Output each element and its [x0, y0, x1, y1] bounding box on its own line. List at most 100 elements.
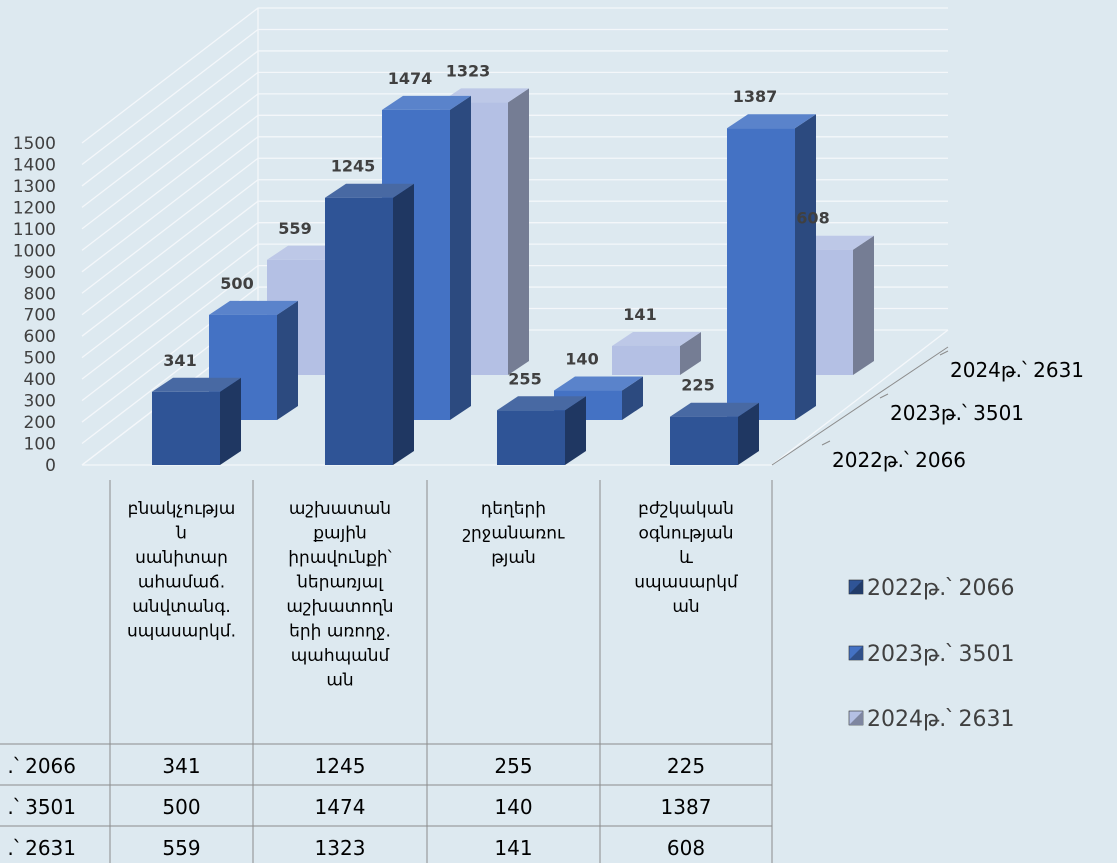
depth-axis-label: 2022թ.՝ 2066 [832, 448, 966, 472]
y-tick-label: 1100 [13, 220, 56, 240]
category-label: սպասարկմ [634, 573, 738, 593]
category-label: ն [175, 524, 187, 544]
table-cell: 500 [162, 795, 200, 819]
bar-top [554, 376, 643, 391]
table-cell: 140 [494, 795, 532, 819]
legend-label: 2022թ.՝ 2066 [867, 576, 1014, 601]
depth-tick [879, 393, 889, 399]
category-label: իրավունքի՝ [288, 548, 391, 568]
bar-side [393, 183, 414, 466]
table-row-label: ․՝ 3501 [7, 795, 76, 819]
y-tick-label: 1300 [13, 177, 56, 197]
y-tick-label: 300 [24, 392, 56, 412]
table-cell: 1245 [315, 754, 366, 778]
table-cell: 1387 [661, 795, 712, 819]
table-cell: 1323 [315, 836, 366, 860]
bar-top [670, 402, 759, 417]
y-tick-label: 600 [24, 327, 56, 347]
data-label: 1323 [446, 61, 491, 80]
category-label: ահամաճ. [138, 573, 225, 593]
depth-axis-line [771, 346, 949, 466]
axis-line [771, 329, 949, 466]
y-tick-label: 100 [24, 435, 56, 455]
bar-side [795, 114, 816, 420]
depth-axis-label: 2023թ.՝ 3501 [890, 401, 1024, 425]
bar [727, 128, 795, 420]
data-label: 559 [278, 219, 311, 238]
bars [152, 88, 874, 466]
table-cell: 225 [667, 754, 705, 778]
y-tick-label: 1200 [13, 198, 56, 218]
bar-top [325, 183, 414, 198]
category-label: բժշկական [638, 499, 734, 519]
depth-tick [821, 440, 831, 446]
bar-side [277, 300, 298, 420]
category-label: ան [326, 671, 353, 691]
legend: 2022թ.՝ 2066 2023թ.՝ 3501 2024թ.՝ 2631 [848, 576, 1014, 732]
category-label: շրջանառու [463, 524, 565, 544]
table-cell: 255 [494, 754, 532, 778]
bar [325, 197, 393, 466]
category-label: սանիտար [135, 548, 228, 568]
y-tick-label: 700 [24, 306, 56, 326]
category-label: դեղերի [481, 499, 546, 519]
table-cell: 141 [494, 836, 532, 860]
y-tick-label: 1400 [13, 155, 56, 175]
data-label: 1387 [733, 87, 778, 106]
category-label: ներառյալ [296, 573, 384, 593]
data-label: 341 [163, 351, 196, 370]
bar-top [612, 331, 701, 346]
y-tick-label: 800 [24, 284, 56, 304]
legend-swatch-shade [849, 646, 863, 660]
y-tick-label: 1500 [13, 134, 56, 154]
depth-axis-label: 2024թ.՝ 2631 [950, 358, 1084, 382]
data-label: 140 [565, 350, 598, 369]
category-label: անվտանգ. [132, 597, 231, 617]
category-label: և [679, 548, 693, 568]
bar-side [220, 377, 241, 465]
category-label: ան [672, 597, 699, 617]
y-tick-label: 1000 [13, 241, 56, 261]
y-tick-label: 0 [45, 456, 56, 476]
bar [670, 416, 738, 465]
category-label: թյան [491, 548, 536, 568]
bar-side [565, 396, 586, 465]
bar-side [450, 95, 471, 421]
category-label: օգնության [639, 524, 734, 544]
category-label: պահպանմ [291, 646, 390, 666]
bar-top [382, 95, 471, 110]
depth-tick [939, 350, 949, 356]
y-tick-label: 500 [24, 349, 56, 369]
data-labels: 559 1323 141 608 500 1474 140 1387 341 1245 255 225 [163, 61, 829, 394]
category-label: սպասարկմ. [127, 622, 236, 642]
table-cell: 1474 [315, 795, 366, 819]
bar [497, 410, 565, 465]
bar [152, 391, 220, 465]
data-label: 608 [796, 209, 829, 228]
bar-top [727, 114, 816, 129]
legend-swatch-shade [849, 711, 863, 725]
y-axis-ticks: 0100200300400500600700800900100011001200… [13, 134, 56, 476]
depth-axis: 2024թ.՝ 2631 2023թ.՝ 3501 2022թ.՝ 2066 [771, 346, 1084, 472]
gridlines [81, 7, 949, 466]
data-label: 141 [623, 305, 656, 324]
bar [612, 345, 680, 375]
bar-side [738, 402, 759, 465]
category-label: աշխատողն [286, 597, 393, 617]
category-label: քային [313, 524, 367, 544]
bar-side [853, 235, 874, 375]
y-tick-label: 400 [24, 370, 56, 390]
y-tick-label: 900 [24, 263, 56, 283]
data-label: 1245 [331, 157, 376, 176]
category-label: երի առողջ. [289, 622, 391, 642]
table-row-label: ․՝ 2631 [7, 836, 76, 860]
bar-top [152, 377, 241, 392]
data-label: 255 [508, 369, 541, 388]
table-cell: 608 [667, 836, 705, 860]
data-label: 500 [220, 274, 253, 293]
legend-swatch-shade [849, 580, 863, 594]
data-table: բնակչությա ն սանիտար ահամաճ. անվտանգ. սպասարկ… [0, 480, 773, 863]
bar-side [622, 376, 643, 420]
bar-top [209, 300, 298, 315]
